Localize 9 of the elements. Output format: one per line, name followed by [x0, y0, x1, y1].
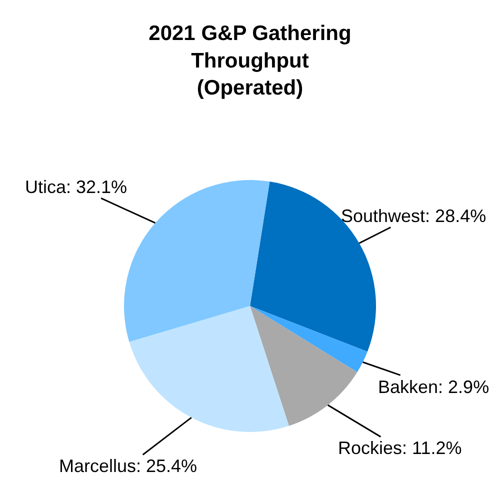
chart-title: 2021 G&P Gathering Throughput (Operated) [148, 22, 352, 100]
pie-slice [129, 306, 289, 432]
pie-slice [250, 306, 358, 426]
slice-label: Utica: 32.1% [25, 177, 128, 197]
slice-label: Marcellus: 25.4% [59, 456, 198, 476]
slice-label: Bakken: 2.9% [378, 377, 490, 397]
pie-slice [250, 306, 368, 372]
slice-label: Rockies: 11.2% [338, 438, 462, 458]
slice-label: Southwest: 28.4% [341, 206, 486, 226]
